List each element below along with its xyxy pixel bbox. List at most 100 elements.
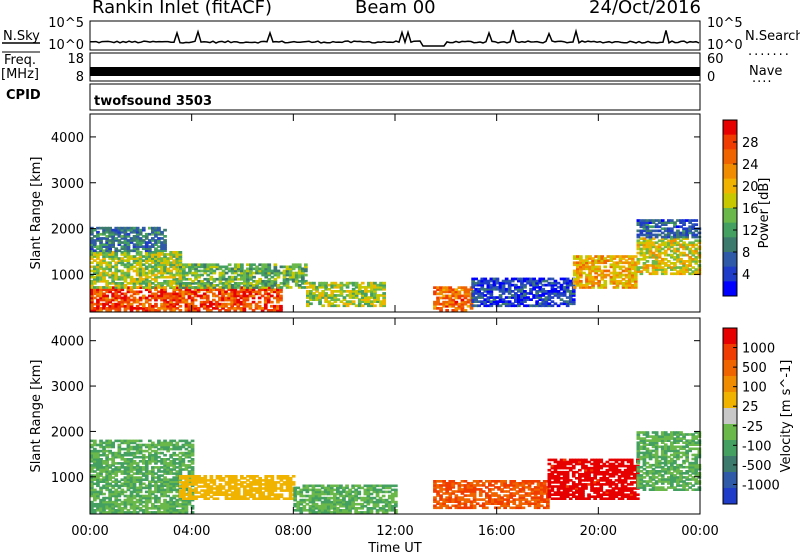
echo-cell [196,290,201,294]
echo-cell [175,292,180,296]
echo-cell [132,226,137,230]
echo-cell [126,447,131,451]
echo-cell [309,283,313,287]
echo-cell [90,486,94,490]
echo-cell [181,511,186,514]
echo-cell [108,304,112,308]
echo-cell [135,261,140,265]
echo-cell [108,472,112,475]
echo-cell [624,286,629,289]
echo-cell [342,283,347,287]
echo-cell [679,262,683,265]
echo-cell [682,268,686,271]
echo-cell [376,298,380,301]
echo-cell [117,243,122,246]
echo-cell [185,265,189,269]
echo-cell [221,271,226,275]
echo-cell [193,298,198,302]
echo-cell [550,485,555,488]
echo-cell [157,257,161,260]
echo-cell [163,494,167,498]
echo-cell [111,511,115,514]
echo-cell [651,266,656,269]
echo-cell [163,492,167,496]
echo-cell [160,474,164,477]
echo-cell [151,490,155,494]
echo-cell [291,475,296,478]
echo-cell [572,279,577,283]
echo-cell [242,309,247,312]
echo-cell [188,497,192,500]
echo-cell [384,498,389,502]
echo-cell [132,259,137,262]
echo-cell [697,272,702,276]
echo-cell [597,255,601,258]
echo-cell [648,245,653,249]
echo-cell [378,490,383,494]
echo-cell [90,460,94,463]
echo-cell [339,294,344,297]
echo-cell [93,498,97,502]
echo-cell [205,307,210,310]
echo-cell [264,275,269,279]
echo-cell [323,492,328,496]
echo-cell [348,500,352,504]
echo-cell [114,509,119,512]
echo-cell [144,273,149,277]
echo-cell [541,294,546,297]
echo-cell [90,275,94,279]
echo-cell [535,279,539,283]
echo-cell [258,491,262,494]
echo-cell [123,511,128,514]
echo-cell [263,307,268,310]
echo-cell [296,502,301,506]
echo-cell [190,290,195,294]
echo-cell [123,273,128,277]
echo-cell [472,484,477,487]
echo-cell [111,243,115,246]
echo-cell [474,300,478,303]
echo-cell [536,482,541,485]
echo-cell [559,491,564,494]
echo-cell [688,257,692,261]
echo-cell [439,480,443,483]
echo-cell [157,447,161,451]
echo-cell [694,219,699,222]
echo-cell [138,490,143,494]
echo-cell [138,245,143,248]
echo-cell [151,502,155,506]
echo-cell [154,504,158,508]
echo-cell [585,259,589,262]
echo-cell [267,475,272,478]
echo-cell [384,484,389,488]
echo-cell [129,484,134,488]
echo-cell [320,502,325,506]
echo-cell [108,439,112,443]
echo-cell [202,304,207,308]
echo-cell [114,292,119,296]
echo-cell [445,302,449,306]
echo-cell [129,294,134,298]
echo-cell [190,468,195,471]
echo-cell [542,506,547,510]
echo-cell [469,490,474,493]
echo-cell [448,288,453,292]
echo-cell [138,232,143,236]
echo-cell [442,304,446,308]
echo-cell [126,480,131,483]
echo-cell [591,263,595,267]
echo-cell [648,221,653,224]
echo-cell [169,496,173,500]
echo-cell [249,269,253,273]
echo-cell [556,290,561,293]
echo-cell [242,304,247,308]
echo-cell [151,228,155,232]
echo-cell [544,279,549,283]
echo-cell [562,287,567,291]
echo-cell [246,485,250,488]
echo-cell [105,460,109,463]
echo-cell [172,288,177,292]
echo-cell [240,277,244,281]
nave-legend-line: ···· [752,75,773,90]
echo-cell [618,275,623,279]
